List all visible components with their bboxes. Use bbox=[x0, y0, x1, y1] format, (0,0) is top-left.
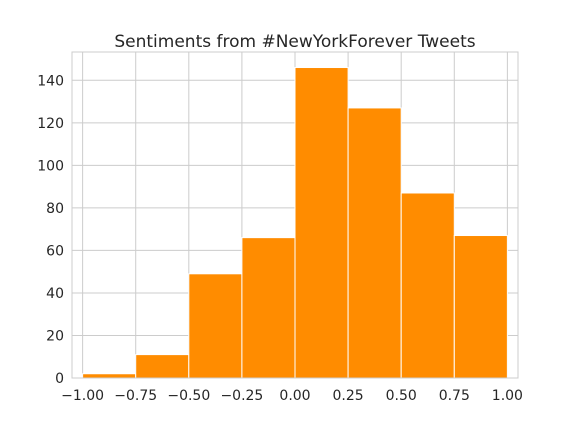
x-tick-label: 0.75 bbox=[439, 388, 470, 404]
y-tick-labels: 0 20 40 60 80 100 120 140 bbox=[37, 73, 64, 387]
y-tick-label: 140 bbox=[37, 73, 64, 89]
histogram-bar bbox=[347, 107, 402, 379]
x-tick-label: −0.50 bbox=[167, 388, 210, 404]
y-tick-label: 20 bbox=[46, 328, 64, 344]
x-tick-label: −0.75 bbox=[114, 388, 157, 404]
histogram-bar bbox=[400, 192, 455, 379]
x-tick-label: 0.50 bbox=[386, 388, 417, 404]
x-tick-label: 0.25 bbox=[333, 388, 364, 404]
histogram-bars bbox=[82, 67, 508, 379]
histogram-bar bbox=[82, 373, 137, 379]
histogram-bar bbox=[241, 237, 296, 379]
x-tick-label: 1.00 bbox=[492, 388, 523, 404]
y-tick-label: 40 bbox=[46, 286, 64, 302]
histogram-bar bbox=[294, 67, 349, 379]
x-tick-label: −1.00 bbox=[61, 388, 104, 404]
plot-frame bbox=[71, 51, 519, 379]
y-tick-label: 60 bbox=[46, 243, 64, 259]
y-tick-label: 80 bbox=[46, 201, 64, 217]
x-tick-label: 0.00 bbox=[279, 388, 310, 404]
histogram-bar bbox=[135, 354, 190, 379]
y-tick-label: 120 bbox=[37, 116, 64, 132]
chart-title: Sentiments from #NewYorkForever Tweets bbox=[114, 32, 475, 52]
histogram-bar bbox=[453, 235, 508, 379]
x-tick-labels: −1.00 −0.75 −0.50 −0.25 0.00 0.25 0.50 0.75 1.00 bbox=[61, 388, 523, 404]
histogram-bar bbox=[188, 273, 243, 379]
y-tick-label: 0 bbox=[55, 371, 64, 387]
x-tick-label: −0.25 bbox=[220, 388, 263, 404]
y-tick-label: 100 bbox=[37, 158, 64, 174]
